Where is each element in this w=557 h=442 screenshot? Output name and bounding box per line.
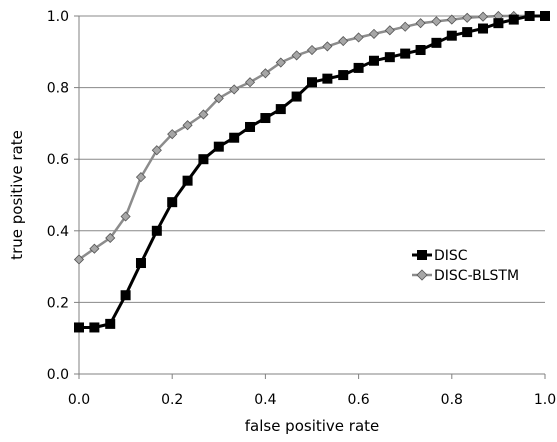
data-point-diamond [167, 129, 178, 140]
y-tick-label: 0.8 [47, 81, 69, 97]
data-point-square [260, 113, 271, 124]
data-point-square [431, 37, 442, 48]
data-point-square [462, 27, 473, 38]
data-point-square [322, 73, 333, 84]
series-disc [74, 11, 550, 333]
legend: DISC DISC-BLSTM [412, 248, 519, 284]
data-point-square [167, 197, 178, 208]
data-point-square [198, 154, 209, 165]
tick-labels: 0.0 0.2 0.4 0.6 0.8 1.0 0.0 0.2 0.4 0.6 0.8 1.0 [47, 9, 556, 408]
data-point-diamond [120, 211, 131, 222]
data-point-square [446, 30, 457, 41]
legend-label-disc: DISC [434, 248, 468, 264]
data-point-diamond [275, 57, 286, 68]
data-point-diamond [291, 50, 302, 61]
data-point-square [353, 62, 364, 73]
data-point-diamond [462, 12, 473, 23]
data-point-square [338, 70, 349, 81]
data-point-square [291, 91, 302, 102]
data-point-diamond [198, 109, 209, 120]
y-tick-label: 0.4 [47, 224, 69, 240]
data-point-diamond [415, 18, 426, 29]
data-point-diamond [353, 32, 364, 43]
data-point-square [245, 121, 256, 132]
data-point-diamond [105, 232, 116, 244]
data-point-diamond [151, 145, 162, 156]
data-point-square [524, 11, 535, 21]
data-point-diamond [213, 93, 224, 104]
data-point-diamond [182, 120, 193, 131]
y-tick-label: 0.2 [47, 295, 69, 311]
data-point-square [508, 14, 519, 25]
legend-item-disc-blstm: DISC-BLSTM [412, 268, 519, 284]
data-point-diamond [368, 28, 380, 39]
data-point-square [229, 132, 240, 143]
data-point-diamond [431, 16, 442, 27]
data-point-square [384, 52, 395, 63]
axes [78, 16, 545, 375]
legend-marker-square-icon [417, 250, 427, 260]
data-point-diamond [477, 11, 489, 22]
data-point-square [135, 258, 146, 269]
data-point-diamond [135, 172, 147, 183]
data-point-diamond [322, 41, 333, 52]
data-point-square [307, 77, 317, 88]
data-point-square [151, 225, 162, 236]
data-point-square [213, 141, 224, 152]
data-point-square [478, 23, 489, 34]
data-point-square [415, 45, 426, 56]
data-point-square [120, 290, 131, 301]
data-point-square [182, 175, 193, 186]
data-point-square [400, 48, 411, 59]
gridlines [79, 15, 545, 303]
x-tick-label: 0.4 [254, 392, 276, 408]
data-point-diamond [260, 68, 271, 79]
data-point-square [368, 55, 379, 66]
data-point-square [275, 104, 286, 115]
data-point-diamond [306, 44, 318, 56]
series [73, 10, 551, 333]
legend-marker-diamond-icon [416, 269, 428, 281]
y-tick-label: 0.6 [47, 152, 69, 168]
data-point-diamond [89, 243, 100, 254]
x-tick-label: 1.0 [534, 392, 556, 408]
data-point-square [540, 11, 550, 21]
series-disc-blstm [73, 10, 551, 265]
data-point-diamond [73, 254, 85, 265]
y-tick-label: 0.0 [47, 367, 69, 383]
data-point-diamond [244, 77, 256, 88]
x-tick-label: 0.8 [441, 392, 463, 408]
y-axis-title: true positive rate [8, 130, 26, 260]
data-point-diamond [229, 84, 240, 95]
data-point-diamond [384, 25, 395, 36]
data-point-diamond [400, 21, 411, 32]
x-axis-title: false positive rate [245, 417, 380, 435]
data-point-square [89, 322, 100, 333]
data-point-square [105, 318, 116, 329]
y-tick-label: 1.0 [47, 9, 69, 25]
data-point-diamond [446, 14, 457, 25]
legend-label-disc-blstm: DISC-BLSTM [434, 268, 519, 284]
data-point-diamond [338, 35, 349, 47]
x-tick-label: 0.2 [161, 392, 183, 408]
legend-item-disc: DISC [412, 248, 468, 264]
data-point-square [74, 322, 84, 333]
x-tick-label: 0.0 [68, 392, 90, 408]
x-tick-label: 0.6 [347, 392, 369, 408]
data-point-square [493, 18, 504, 29]
